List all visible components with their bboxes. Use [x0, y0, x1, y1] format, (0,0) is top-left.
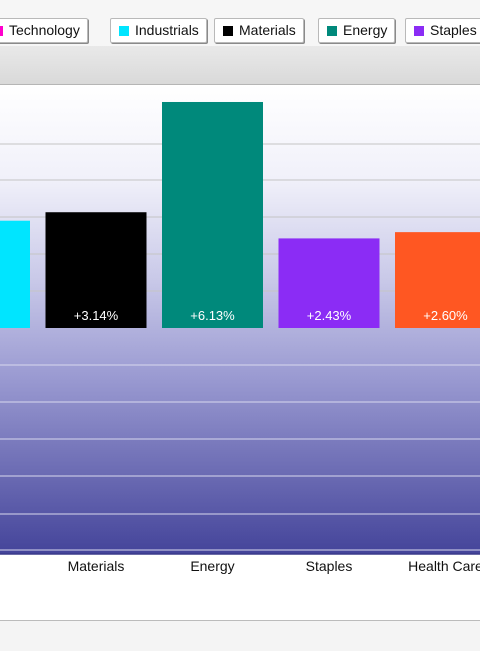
- legend-item-staples[interactable]: Staples: [405, 18, 480, 43]
- bar-health-care[interactable]: [395, 232, 480, 328]
- bar-industrials[interactable]: [0, 220, 30, 328]
- bar-energy[interactable]: [162, 101, 263, 328]
- legend-label: Technology: [9, 22, 80, 38]
- value-label: +2.43%: [307, 308, 352, 323]
- x-tick-label: Staples: [306, 558, 353, 574]
- x-tick-labels: ialsMaterialsEnergyStaplesHealth Care: [68, 558, 480, 574]
- legend-item-materials[interactable]: Materials: [214, 18, 304, 43]
- legend-label: Materials: [239, 22, 296, 38]
- bars: [0, 101, 480, 328]
- legend: Technology Industrials Materials Energy …: [0, 18, 480, 45]
- legend-swatch: [223, 26, 233, 36]
- value-label: +3.14%: [74, 308, 119, 323]
- legend-bar: Technology Industrials Materials Energy …: [0, 0, 480, 46]
- legend-swatch: [327, 26, 337, 36]
- chart-footer: [0, 620, 480, 651]
- chart-toolbar: [0, 46, 480, 85]
- legend-label: Energy: [343, 22, 388, 38]
- legend-item-energy[interactable]: Energy: [318, 18, 396, 43]
- value-label: +6.13%: [190, 308, 235, 323]
- x-tick-label: Health Care: [408, 558, 480, 574]
- x-tick-label: Materials: [68, 558, 125, 574]
- bar-staples[interactable]: [278, 238, 380, 328]
- x-tick-label: Energy: [190, 558, 234, 574]
- bar-chart-svg: %+3.14%+6.13%+2.43%+2.60% ialsMaterialsE…: [0, 84, 480, 574]
- value-labels: %+3.14%+6.13%+2.43%+2.60%: [74, 308, 468, 323]
- legend-swatch: [119, 26, 129, 36]
- bar-materials[interactable]: [45, 212, 147, 328]
- legend-label: Staples: [430, 22, 477, 38]
- legend-label: Industrials: [135, 22, 199, 38]
- legend-swatch: [0, 26, 3, 36]
- legend-item-technology[interactable]: Technology: [0, 18, 88, 43]
- legend-swatch: [414, 26, 424, 36]
- bar-chart: %+3.14%+6.13%+2.43%+2.60% ialsMaterialsE…: [0, 84, 480, 620]
- legend-item-industrials[interactable]: Industrials: [110, 18, 207, 43]
- value-label: +2.60%: [423, 308, 468, 323]
